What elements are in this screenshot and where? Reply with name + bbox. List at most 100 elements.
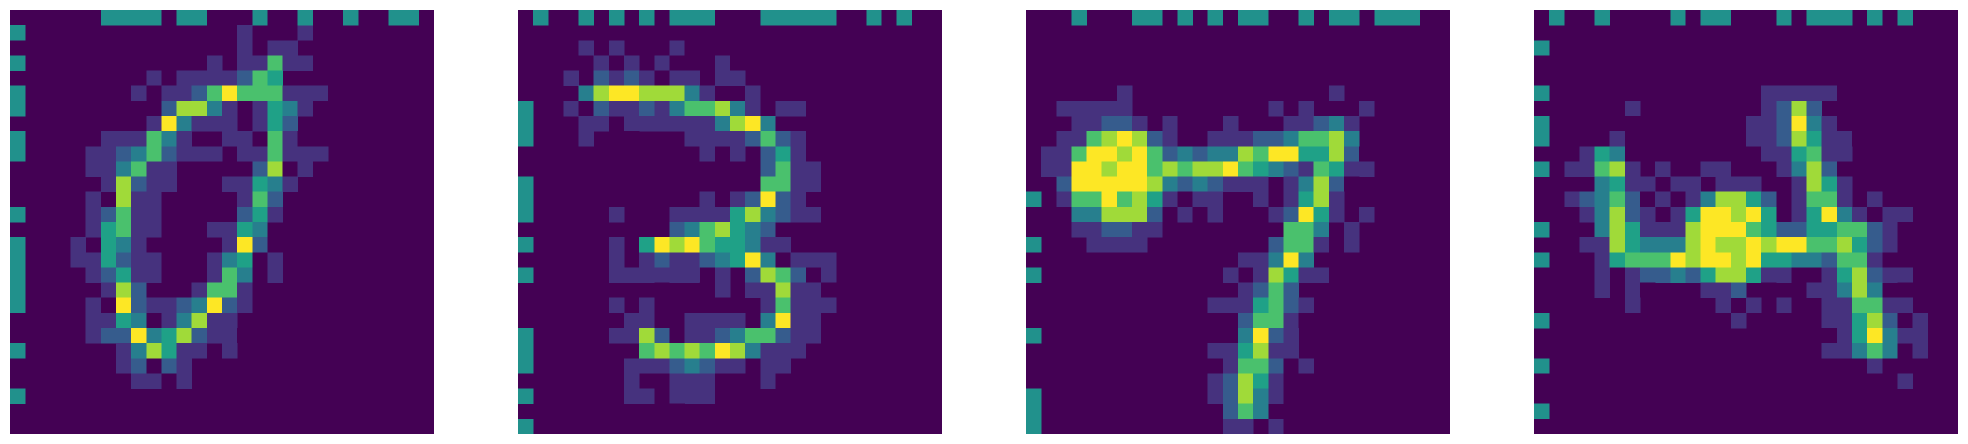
edge-pixel — [578, 10, 595, 26]
pixel — [85, 267, 102, 283]
pixel — [563, 131, 579, 147]
pixel — [639, 85, 655, 102]
pixel — [669, 116, 685, 132]
pixel — [639, 328, 655, 344]
pixel — [1177, 176, 1193, 193]
pixel — [1609, 222, 1626, 238]
pixel — [116, 206, 132, 223]
pixel — [1177, 237, 1193, 253]
pixel — [1836, 328, 1853, 344]
pixel — [1776, 222, 1792, 238]
pixel — [1730, 252, 1747, 268]
pixel — [1238, 343, 1254, 359]
pixel — [1132, 191, 1148, 208]
pixel — [669, 267, 685, 283]
pixel — [1715, 237, 1732, 253]
pixel — [684, 312, 701, 329]
pixel — [100, 176, 117, 193]
pixel — [669, 222, 685, 238]
pixel — [1867, 297, 1883, 314]
pixel — [1670, 191, 1686, 208]
pixel — [730, 237, 746, 253]
pixel — [252, 267, 268, 283]
pixel — [1685, 222, 1701, 238]
pixel — [1670, 176, 1686, 193]
pixel — [1283, 282, 1299, 299]
pixel — [85, 312, 102, 329]
pixel — [548, 70, 564, 87]
pixel — [116, 252, 132, 268]
pixel — [1192, 206, 1209, 223]
pixel — [1041, 161, 1057, 177]
pixel — [1268, 100, 1284, 117]
pixel — [282, 161, 299, 177]
pixel — [714, 55, 731, 71]
pixel — [1071, 252, 1087, 268]
pixel — [624, 373, 640, 389]
pixel — [624, 116, 640, 132]
pixel — [1147, 206, 1163, 223]
pixel — [1328, 191, 1345, 208]
pixel — [730, 358, 746, 374]
pixel — [1776, 146, 1792, 162]
pixel — [1594, 131, 1611, 147]
pixel — [1071, 206, 1087, 223]
pixel — [1700, 206, 1717, 223]
pixel — [730, 191, 746, 208]
panel-digit-0 — [10, 10, 434, 434]
edge-pixel — [176, 10, 193, 26]
pixel — [1852, 312, 1868, 329]
pixel — [146, 191, 162, 208]
pixel — [1624, 237, 1641, 253]
pixel — [1253, 146, 1269, 162]
edge-pixel — [1534, 131, 1550, 147]
pixel — [85, 161, 102, 177]
pixel — [1715, 161, 1732, 177]
pixel — [1268, 358, 1284, 374]
pixel — [116, 237, 132, 253]
pixel — [1852, 131, 1868, 147]
pixel — [116, 131, 132, 147]
edge-pixel — [820, 10, 837, 26]
pixel — [1882, 312, 1898, 329]
pixel — [116, 116, 132, 132]
pixel — [1238, 358, 1254, 374]
pixel — [699, 191, 716, 208]
pixel — [161, 358, 177, 374]
pixel — [699, 100, 716, 117]
pixel — [1836, 146, 1853, 162]
pixel — [1132, 116, 1148, 132]
pixel — [1238, 373, 1254, 389]
pixel — [1328, 176, 1345, 193]
edge-pixel — [10, 237, 26, 253]
pixel — [1056, 131, 1072, 147]
pixel — [775, 312, 791, 329]
pixel — [1761, 282, 1777, 299]
pixel — [161, 116, 177, 132]
pixel — [654, 70, 670, 87]
pixel — [1116, 176, 1133, 193]
pixel — [593, 116, 610, 132]
pixel — [100, 297, 117, 314]
pixel — [1730, 206, 1747, 223]
pixel — [297, 25, 314, 41]
pixel — [1162, 146, 1178, 162]
pixel — [146, 146, 162, 162]
edge-pixel — [1836, 10, 1853, 26]
pixel — [1086, 222, 1103, 238]
pixel — [760, 252, 776, 268]
pixel — [1730, 191, 1747, 208]
edge-pixel — [1534, 40, 1550, 56]
pixel — [1821, 85, 1838, 102]
pixel — [237, 328, 253, 344]
edge-pixel — [518, 116, 534, 132]
pixel — [1806, 131, 1823, 147]
pixel — [1207, 146, 1224, 162]
pixel — [1116, 222, 1133, 238]
pixel — [1298, 312, 1315, 329]
pixel — [1101, 252, 1118, 268]
pixel — [1791, 146, 1807, 162]
pixel — [1238, 252, 1254, 268]
edge-pixel — [790, 10, 807, 26]
pixel — [100, 267, 117, 283]
